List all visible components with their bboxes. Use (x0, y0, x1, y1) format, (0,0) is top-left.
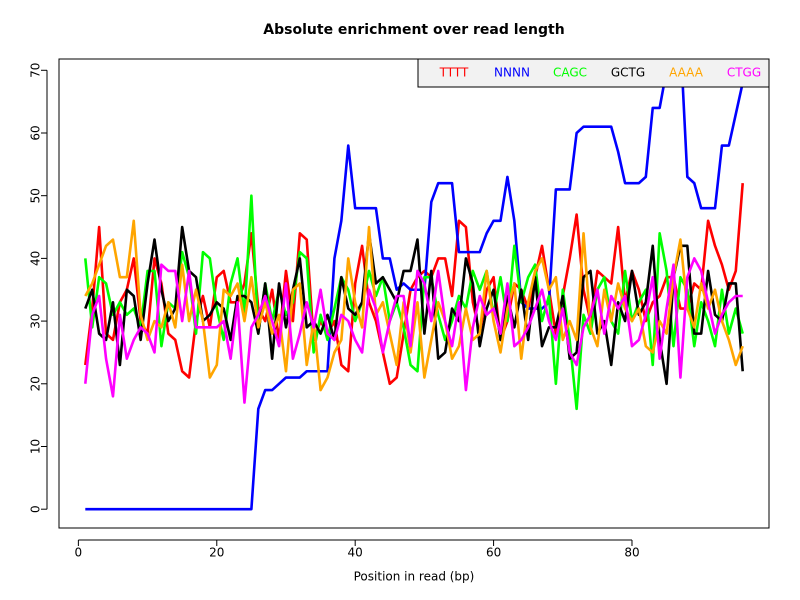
x-tick-label: 40 (348, 546, 363, 560)
x-tick-label: 0 (75, 546, 83, 560)
y-tick-label: 50 (29, 188, 43, 203)
legend-label: TTTT (439, 66, 469, 80)
y-tick-label: 70 (29, 63, 43, 78)
legend-label: CTGG (727, 66, 761, 80)
legend-label: CAGC (553, 66, 587, 80)
series-line (85, 59, 744, 511)
x-tick-label: 20 (209, 546, 224, 560)
y-tick-label: 10 (29, 439, 43, 454)
x-axis-label: Position in read (bp) (354, 570, 475, 584)
series-line (84, 219, 744, 392)
series-line (84, 257, 743, 404)
y-tick-label: 30 (29, 313, 43, 328)
x-tick-label: 80 (624, 546, 639, 560)
legend-label: GCTG (611, 66, 645, 80)
y-tick-label: 60 (29, 125, 43, 140)
plot-lines (84, 59, 744, 511)
x-tick-label: 60 (486, 546, 501, 560)
plot-frame (58, 58, 770, 529)
series-line (84, 225, 744, 386)
y-tick-label: 20 (29, 376, 43, 391)
chart-title: Absolute enrichment over read length (263, 22, 564, 38)
y-tick-label: 40 (29, 251, 43, 266)
legend-label: AAAA (669, 66, 704, 80)
legend-label: NNNN (494, 66, 530, 80)
y-tick-label: 0 (29, 505, 43, 513)
legend-box (417, 58, 770, 88)
